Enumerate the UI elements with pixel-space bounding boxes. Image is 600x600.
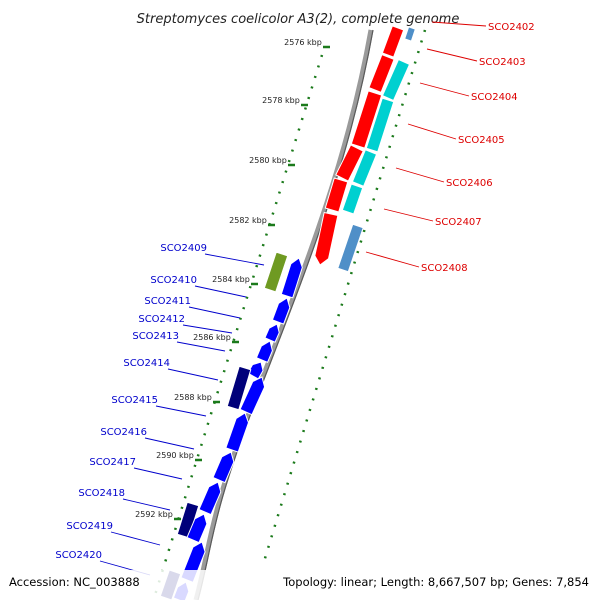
gene-sco2403-cds[interactable]: [381, 58, 411, 102]
reverse-gene-label[interactable]: SCO2418: [78, 488, 125, 499]
footer-background: [0, 570, 600, 600]
forward-label-leader: [426, 48, 478, 62]
forward-gene-label[interactable]: SCO2407: [435, 217, 482, 228]
forward-strand-genes: [314, 25, 416, 273]
forward-gene-label[interactable]: SCO2404: [471, 92, 518, 103]
gene-sco2402-other[interactable]: [404, 26, 416, 42]
reverse-gene-label[interactable]: SCO2416: [100, 427, 147, 438]
forward-gene-label[interactable]: SCO2406: [446, 178, 493, 189]
reverse-gene-label[interactable]: SCO2411: [144, 296, 191, 307]
gene-sco2414[interactable]: [247, 361, 264, 380]
tick-label: 2582 kbp: [229, 216, 267, 225]
reverse-gene-label[interactable]: SCO2417: [89, 457, 136, 468]
reverse-label-leader: [194, 285, 247, 298]
tick-label: 2592 kbp: [135, 510, 173, 519]
gene-sco2407[interactable]: [314, 211, 339, 266]
gene-sco2404[interactable]: [350, 90, 383, 149]
forward-gene-labels: SCO2402 SCO2403 SCO2404 SCO2405 SCO2406 SCO24…: [365, 21, 535, 274]
gene-sco2419[interactable]: [186, 513, 208, 544]
reverse-label-leader: [122, 498, 171, 511]
tick-label: 2578 kbp: [262, 96, 300, 105]
gene-sco2408[interactable]: [337, 223, 364, 273]
forward-label-leader: [407, 123, 457, 140]
reverse-gene-label[interactable]: SCO2412: [138, 314, 185, 325]
gene-sco2405[interactable]: [335, 144, 364, 182]
genome-backbone: [193, 29, 374, 600]
gene-sco2416[interactable]: [225, 412, 250, 453]
gene-sco2418[interactable]: [198, 481, 222, 516]
reverse-tick-track: [153, 54, 324, 596]
gene-sco2411[interactable]: [271, 297, 291, 325]
reverse-gene-label[interactable]: SCO2420: [55, 550, 102, 561]
reverse-label-leader: [204, 253, 265, 266]
reverse-label-leader: [144, 437, 195, 450]
genome-summary: Topology: linear; Length: 8,667,507 bp; …: [282, 575, 589, 589]
forward-label-leader: [383, 208, 434, 222]
gene-sco2414-cds[interactable]: [226, 365, 252, 411]
reverse-gene-label[interactable]: SCO2419: [66, 521, 113, 532]
reverse-label-leader: [110, 531, 161, 546]
gene-sco2412[interactable]: [264, 323, 280, 343]
accession-label: Accession: NC_003888: [9, 575, 140, 589]
reverse-label-leader: [188, 306, 241, 319]
tick-labels: 2576 kbp 2578 kbp 2580 kbp 2582 kbp 2584 kbp…: [135, 38, 330, 521]
forward-gene-label[interactable]: SCO2408: [421, 263, 468, 274]
reverse-gene-label[interactable]: SCO2413: [132, 331, 179, 342]
forward-label-leader: [419, 82, 470, 97]
reverse-gene-labels: SCO2409 SCO2410 SCO2411 SCO2412 SCO2413 SCO24…: [55, 243, 265, 576]
reverse-label-leader: [167, 368, 219, 381]
reverse-label-leader: [182, 324, 233, 334]
forward-gene-label[interactable]: SCO2402: [488, 22, 535, 33]
reverse-label-leader: [176, 341, 226, 352]
gene-sco2410[interactable]: [280, 257, 303, 299]
tick-label: 2590 kbp: [156, 451, 194, 460]
gene-sco2415[interactable]: [239, 376, 266, 416]
gene-sco2417[interactable]: [212, 451, 235, 484]
tick-label: 2576 kbp: [284, 38, 322, 47]
gene-sco2406[interactable]: [324, 177, 349, 213]
gene-sco2404-cds[interactable]: [365, 97, 395, 153]
forward-label-leader: [395, 167, 445, 183]
forward-gene-label[interactable]: SCO2403: [479, 57, 526, 68]
tick-label: 2586 kbp: [193, 333, 231, 342]
reverse-gene-label[interactable]: SCO2410: [150, 275, 197, 286]
gene-sco2413[interactable]: [255, 340, 273, 363]
tick-label: 2588 kbp: [174, 393, 212, 402]
gene-sco2409-other[interactable]: [263, 251, 289, 293]
gene-sco2406-cds[interactable]: [341, 183, 364, 215]
tick-label: 2584 kbp: [212, 275, 250, 284]
reverse-gene-label[interactable]: SCO2415: [111, 395, 158, 406]
forward-gene-label[interactable]: SCO2405: [458, 135, 505, 146]
reverse-label-leader: [155, 405, 207, 417]
gene-sco2402[interactable]: [381, 25, 405, 58]
gene-sco2405-cds[interactable]: [351, 149, 378, 187]
tick-label: 2580 kbp: [249, 156, 287, 165]
genome-backbone-shadow: [197, 29, 374, 600]
reverse-gene-label[interactable]: SCO2414: [123, 358, 170, 369]
reverse-label-leader: [133, 467, 183, 480]
forward-label-leader: [365, 251, 420, 268]
reverse-gene-label[interactable]: SCO2409: [160, 243, 207, 254]
gene-sco2403[interactable]: [368, 53, 395, 94]
genome-title: Streptomyces coelicolor A3(2), complete …: [137, 12, 460, 27]
forward-label-leader: [431, 21, 487, 27]
